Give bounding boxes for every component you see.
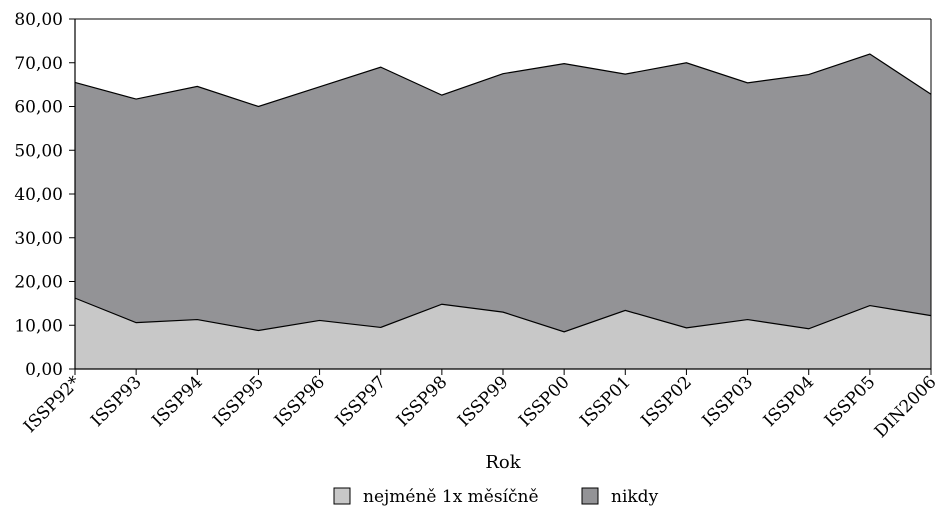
x-tick-label: ISSP99: [454, 372, 513, 431]
area-outline-series-0: [74, 297, 932, 333]
area-series-1: [75, 54, 931, 369]
x-tick-label: ISSP01: [576, 372, 635, 431]
legend-label: nikdy: [611, 487, 659, 507]
x-tick-label: ISSP03: [699, 372, 758, 431]
y-tick-label: 10,00: [14, 316, 63, 336]
y-tick-label: 50,00: [14, 141, 63, 161]
y-tick-label: 20,00: [14, 273, 63, 293]
legend-label: nejméně 1x měsíčně: [363, 487, 539, 507]
plot-areas: [74, 53, 932, 369]
y-tick-label: 40,00: [14, 185, 63, 205]
x-tick-label: ISSP92*: [20, 372, 85, 437]
x-tick-label: ISSP97: [332, 372, 391, 431]
x-tick-label: ISSP02: [637, 372, 696, 431]
x-tick-label: ISSP00: [515, 372, 574, 431]
x-tick-label: ISSP95: [209, 372, 268, 431]
x-tick-label: ISSP94: [148, 372, 207, 431]
x-tick-label: ISSP96: [271, 372, 330, 431]
x-axis-title: Rok: [485, 452, 521, 473]
x-axis-ticks: ISSP92* ISSP93 ISSP94 ISSP95 ISSP96 ISSP97 ISS…: [20, 369, 940, 442]
legend: nejméně 1x měsíčně nikdy: [333, 487, 659, 507]
y-tick-label: 70,00: [14, 54, 63, 74]
x-tick-label: DIN2006: [871, 372, 940, 442]
x-tick-label: ISSP93: [87, 372, 146, 431]
x-tick-label: ISSP04: [760, 372, 819, 431]
y-tick-label: 60,00: [14, 98, 63, 118]
x-tick-label: ISSP05: [821, 372, 880, 431]
y-tick-label: 30,00: [14, 229, 63, 249]
y-tick-label: 80,00: [14, 10, 63, 30]
legend-swatch: [333, 487, 351, 505]
x-tick-label: ISSP98: [393, 372, 452, 431]
area-series-0: [75, 298, 931, 369]
y-axis-ticks: 0,00 10,00 20,00 30,00 40,00 50,00 60,00 70,00 8…: [14, 10, 75, 380]
y-tick-label: 0,00: [25, 360, 63, 380]
legend-swatch: [581, 487, 599, 505]
area-outline-series-1: [74, 53, 932, 108]
